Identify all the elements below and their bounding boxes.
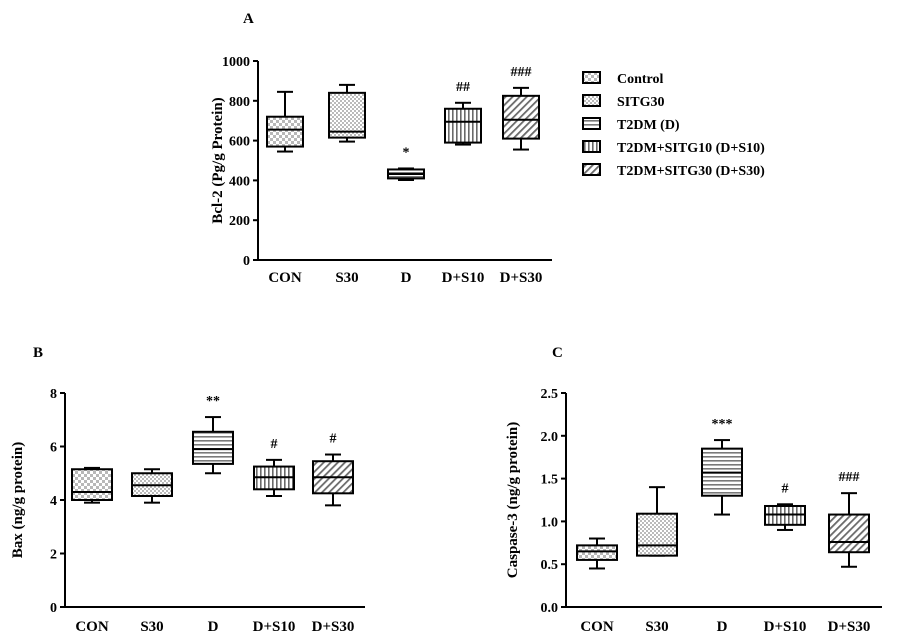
significance-marker: ** xyxy=(206,394,220,409)
y-tick-label: 1.0 xyxy=(541,515,559,530)
y-axis-title: Caspase-3 (ng/g protein) xyxy=(505,422,521,578)
legend-label: Control xyxy=(617,72,664,87)
legend-swatch xyxy=(582,163,601,176)
x-category-label: D xyxy=(208,619,219,635)
significance-marker: ### xyxy=(511,65,532,80)
panel-b: 0 2 4 6 8 Bax (ng/g protein) CON S30 ** D # D+S10 # D… xyxy=(10,387,365,635)
x-category-label: S30 xyxy=(140,619,163,635)
y-tick-label: 0.5 xyxy=(541,558,559,573)
x-category-label: S30 xyxy=(335,270,358,286)
box-con xyxy=(71,468,113,501)
panel-letter-b: B xyxy=(33,345,43,361)
x-category-label: S30 xyxy=(645,619,668,635)
y-tick-label: 200 xyxy=(229,214,250,229)
box-d-s30 xyxy=(502,94,540,140)
y-tick-label: 2.5 xyxy=(541,387,559,402)
legend-label: SITG30 xyxy=(617,95,664,110)
y-tick-label: 1000 xyxy=(222,55,250,70)
significance-marker: ## xyxy=(456,80,470,95)
legend-label: T2DM+SITG30 (D+S30) xyxy=(617,164,765,179)
x-category-label: D+S10 xyxy=(442,270,485,286)
box-d-s30 xyxy=(828,513,870,554)
legend-swatch xyxy=(582,94,601,107)
legend-swatch xyxy=(582,140,601,153)
significance-marker: # xyxy=(271,437,278,452)
significance-marker: # xyxy=(782,481,789,496)
x-category-label: D xyxy=(717,619,728,635)
significance-marker: # xyxy=(330,432,337,447)
x-category-label: D xyxy=(401,270,412,286)
significance-marker: *** xyxy=(712,417,733,432)
legend-label: T2DM (D) xyxy=(617,118,680,133)
x-category-label: D+S30 xyxy=(828,619,871,635)
x-category-label: D+S10 xyxy=(764,619,807,635)
box-d xyxy=(192,430,234,465)
box-s30 xyxy=(328,91,366,139)
x-category-label: CON xyxy=(580,619,614,635)
y-tick-label: 0 xyxy=(243,254,250,269)
y-tick-label: 800 xyxy=(229,95,250,110)
box-con xyxy=(266,115,304,148)
x-category-label: D+S30 xyxy=(312,619,355,635)
significance-marker: * xyxy=(403,145,410,160)
x-category-label: CON xyxy=(268,270,302,286)
y-tick-label: 6 xyxy=(50,441,57,456)
legend: Control SITG30 T2DM (D) T2DM+SITG10 (D+S10)… xyxy=(582,71,765,179)
legend-swatch xyxy=(582,71,601,84)
y-tick-label: 2 xyxy=(50,548,57,563)
x-category-label: D+S30 xyxy=(500,270,543,286)
panel-letter-c: C xyxy=(552,345,563,361)
y-axis-title: Bax (ng/g protein) xyxy=(10,442,26,558)
y-tick-label: 400 xyxy=(229,174,250,189)
x-category-label: CON xyxy=(75,619,109,635)
y-tick-label: 1.5 xyxy=(541,473,559,488)
y-axis-title: Bcl-2 (Pg/g Protein) xyxy=(210,97,226,223)
y-tick-label: 600 xyxy=(229,135,250,150)
significance-marker: ### xyxy=(839,470,860,485)
y-tick-label: 4 xyxy=(50,494,57,509)
y-tick-label: 0.0 xyxy=(541,601,559,616)
box-con xyxy=(576,544,618,561)
y-tick-label: 0 xyxy=(50,601,57,616)
panel-letter-a: A xyxy=(243,11,254,27)
legend-label: T2DM+SITG10 (D+S10) xyxy=(617,141,765,156)
y-tick-label: 8 xyxy=(50,387,57,402)
box-d-s10 xyxy=(444,107,482,144)
panel-a: 0 200 400 600 800 1000 Bcl-2 (Pg/g Protein) CON… xyxy=(210,55,552,286)
legend-swatch xyxy=(582,117,601,130)
box-s30 xyxy=(636,512,678,557)
panel-c: 0.0 0.5 1.0 1.5 2.0 2.5 Caspase-3 (ng/g protei… xyxy=(505,387,882,635)
y-tick-label: 2.0 xyxy=(541,430,559,445)
x-category-label: D+S10 xyxy=(253,619,296,635)
